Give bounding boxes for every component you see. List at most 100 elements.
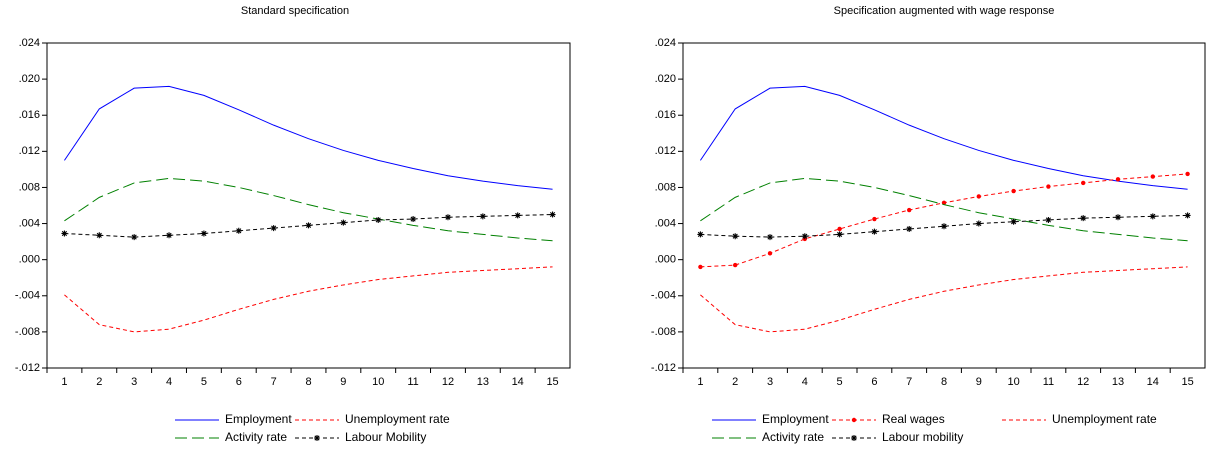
x-tick-label: 12 — [1077, 376, 1089, 388]
marker — [767, 251, 773, 256]
y-tick-label: .012 — [655, 145, 676, 157]
marker — [836, 231, 843, 238]
chart: Specification augmented with wage respon… — [651, 5, 1206, 444]
y-tick-label: -.008 — [651, 326, 676, 338]
chart-title: Standard specification — [241, 5, 349, 17]
marker — [975, 220, 982, 227]
legend-label: Labour Mobility — [345, 430, 426, 444]
x-tick-label: 4 — [802, 376, 808, 388]
y-tick-label: .016 — [19, 109, 40, 121]
marker — [698, 264, 703, 270]
marker — [732, 233, 739, 240]
series-line — [700, 173, 1188, 268]
x-tick-label: 6 — [871, 376, 877, 388]
y-tick-label: .016 — [655, 109, 676, 121]
x-tick-label: 3 — [767, 376, 773, 388]
x-tick-label: 2 — [732, 376, 738, 388]
series-line — [700, 266, 1188, 333]
y-tick-label: -.004 — [651, 290, 676, 302]
series-line — [700, 177, 1188, 242]
legend-label: Employment — [225, 412, 292, 426]
legend-marker — [851, 417, 857, 423]
y-tick-label: .000 — [655, 254, 676, 266]
marker — [479, 213, 486, 220]
y-tick-label: .000 — [19, 254, 40, 266]
x-tick-label: 1 — [61, 376, 67, 388]
marker — [871, 228, 878, 235]
legend-label: Activity rate — [762, 430, 824, 444]
x-tick-label: 12 — [442, 376, 454, 388]
series-line — [64, 85, 553, 190]
x-tick-label: 2 — [96, 376, 102, 388]
marker — [61, 230, 68, 237]
marker — [166, 232, 173, 239]
marker — [375, 216, 382, 223]
x-tick-label: 5 — [837, 376, 843, 388]
marker — [131, 234, 138, 241]
y-tick-label: .024 — [655, 37, 676, 49]
x-tick-label: 11 — [1043, 376, 1054, 388]
marker — [1046, 184, 1051, 189]
plot-frame — [46, 42, 571, 369]
x-tick-label: 13 — [1112, 376, 1124, 388]
legend-label: Labour mobility — [882, 430, 963, 444]
marker — [976, 194, 981, 199]
x-tick-label: 14 — [1147, 376, 1159, 388]
legend-marker — [851, 435, 857, 441]
legend-marker — [314, 435, 320, 441]
marker — [733, 262, 738, 268]
marker — [697, 231, 704, 238]
legend-label: Unemployment rate — [1052, 412, 1157, 426]
series-line — [699, 85, 1188, 190]
marker — [410, 216, 417, 223]
x-tick-label: 11 — [407, 376, 418, 388]
marker — [941, 223, 947, 230]
y-tick-label: .020 — [655, 73, 676, 85]
legend-label: Unemployment rate — [345, 412, 450, 426]
x-tick-label: 15 — [546, 376, 558, 388]
x-tick-label: 8 — [305, 376, 311, 388]
marker — [907, 207, 912, 213]
marker — [235, 227, 242, 234]
y-tick-label: .004 — [19, 217, 40, 229]
y-tick-label: -.012 — [15, 362, 40, 374]
legend-label: Real wages — [882, 412, 945, 426]
marker — [1010, 218, 1017, 225]
series-line — [700, 214, 1188, 238]
marker — [906, 225, 913, 232]
legend-label: Activity rate — [225, 430, 287, 444]
x-tick-label: 5 — [201, 376, 207, 388]
series-line — [64, 177, 553, 242]
x-tick-label: 10 — [1007, 376, 1019, 388]
x-tick-label: 4 — [166, 376, 172, 388]
marker — [801, 233, 808, 240]
y-tick-label: .008 — [655, 181, 676, 193]
marker — [549, 211, 556, 218]
y-tick-label: .024 — [19, 37, 40, 49]
marker — [514, 212, 521, 219]
marker — [1115, 177, 1121, 182]
marker — [767, 234, 773, 241]
marker — [1150, 174, 1156, 179]
marker — [1011, 188, 1016, 194]
marker — [872, 216, 877, 222]
marker — [1184, 212, 1191, 219]
x-tick-label: 9 — [976, 376, 982, 388]
marker — [1115, 214, 1121, 221]
y-tick-label: -.004 — [15, 290, 40, 302]
series-line — [64, 266, 553, 333]
y-tick-label: .004 — [655, 217, 676, 229]
x-tick-label: 6 — [236, 376, 242, 388]
marker — [305, 222, 312, 229]
y-tick-label: .020 — [19, 73, 40, 85]
y-tick-label: -.008 — [15, 326, 40, 338]
chart-title: Specification augmented with wage respon… — [834, 5, 1055, 17]
x-tick-label: 10 — [372, 376, 384, 388]
chart: Standard specification -.012 -.008 -.004 .00… — [15, 5, 571, 444]
legend-label: Employment — [762, 412, 829, 426]
y-tick-label: .008 — [19, 181, 40, 193]
x-tick-label: 1 — [697, 376, 703, 388]
x-tick-label: 14 — [512, 376, 524, 388]
